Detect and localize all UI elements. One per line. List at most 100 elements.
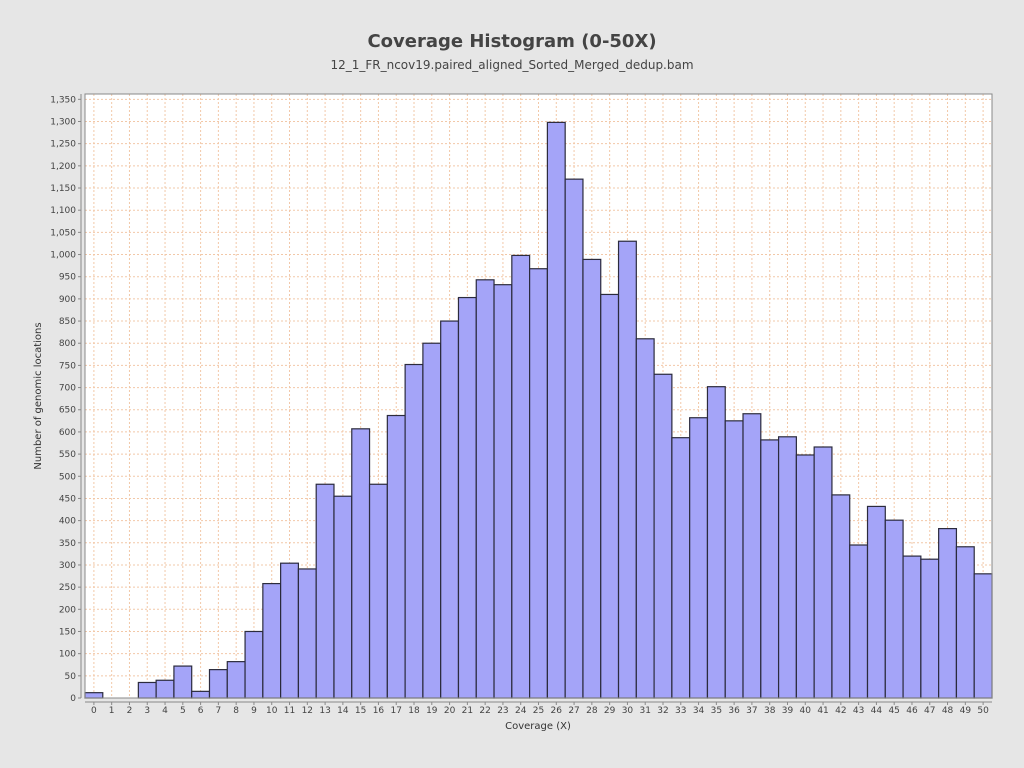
x-tick-label: 22	[479, 706, 490, 716]
y-tick-label: 0	[70, 694, 76, 704]
x-tick-label: 41	[817, 706, 828, 716]
y-tick-label: 150	[59, 627, 76, 637]
histogram-bar-29	[600, 293, 620, 699]
x-tick-label: 23	[497, 706, 508, 716]
histogram-bar-36	[724, 420, 744, 699]
histogram-bar-14	[333, 495, 353, 699]
y-tick-label: 800	[59, 339, 76, 349]
y-tick-label: 1,100	[50, 206, 76, 216]
x-tick-label: 21	[462, 706, 473, 716]
histogram-bar-40	[795, 454, 815, 699]
x-tick-label: 16	[373, 706, 385, 716]
x-tick-label: 49	[960, 706, 972, 716]
x-tick-label: 11	[284, 706, 295, 716]
x-tick-label: 4	[162, 706, 168, 716]
x-axis-label: Coverage (X)	[505, 721, 571, 732]
x-tick-label: 10	[266, 706, 278, 716]
y-axis-label: Number of genomic locations	[33, 322, 44, 469]
y-tick-label: 700	[59, 384, 76, 394]
y-tick-label: 400	[59, 517, 76, 527]
y-tick-label: 200	[59, 605, 76, 615]
histogram-bar-3	[137, 681, 157, 699]
y-tick-label: 600	[59, 428, 76, 438]
y-tick-label: 1,300	[50, 117, 76, 127]
histogram-bar-19	[422, 342, 442, 699]
histogram-bar-44	[866, 505, 886, 699]
histogram-bar-26	[546, 121, 566, 699]
histogram-bar-28	[582, 258, 602, 699]
x-tick-label: 15	[355, 706, 366, 716]
histogram-bar-0	[84, 692, 104, 699]
histogram-bar-39	[777, 436, 797, 699]
histogram-bar-8	[226, 661, 246, 699]
x-tick-label: 46	[906, 706, 918, 716]
x-tick-label: 24	[515, 706, 527, 716]
plot-border	[84, 93, 993, 699]
histogram-bar-13	[315, 483, 335, 699]
histogram-bar-17	[386, 414, 406, 699]
y-tick-label: 750	[59, 361, 76, 371]
histogram-bar-43	[849, 544, 869, 699]
histogram-bar-45	[884, 519, 904, 699]
x-tick-label: 3	[144, 706, 150, 716]
x-tick-label: 34	[693, 706, 705, 716]
histogram-bar-42	[831, 494, 851, 699]
y-tick-label: 850	[59, 317, 76, 327]
histogram-bar-9	[244, 630, 264, 699]
histogram-bar-33	[671, 437, 691, 699]
bars-layer	[84, 121, 993, 699]
x-tick-label: 20	[444, 706, 456, 716]
x-tick-label: 6	[198, 706, 204, 716]
y-tick-label: 900	[59, 295, 76, 305]
histogram-bar-12	[297, 568, 317, 699]
y-tick-label: 500	[59, 472, 76, 482]
histogram-bar-6	[191, 690, 211, 699]
x-tick-label: 28	[586, 706, 598, 716]
histogram-bar-25	[529, 268, 548, 699]
histogram-bar-21	[457, 296, 477, 699]
x-tick-label: 43	[853, 706, 864, 716]
x-tick-label: 18	[408, 706, 420, 716]
histogram-bar-30	[617, 240, 637, 699]
y-tick-label: 1,050	[50, 228, 76, 238]
histogram-bar-24	[511, 254, 531, 699]
y-tick-label: 250	[59, 583, 76, 593]
x-tick-label: 2	[127, 706, 133, 716]
x-tick-label: 38	[764, 706, 776, 716]
y-tick-label: 450	[59, 494, 76, 504]
histogram-bar-34	[689, 417, 709, 699]
y-tick-label: 650	[59, 406, 76, 416]
x-tick-label: 44	[871, 706, 883, 716]
x-tick-label: 37	[746, 706, 757, 716]
histogram-bar-18	[404, 363, 424, 699]
x-tick-label: 14	[337, 706, 349, 716]
histogram-bar-32	[653, 373, 673, 699]
x-tick-label: 32	[657, 706, 668, 716]
x-tick-label: 12	[302, 706, 313, 716]
x-tick-label: 8	[233, 706, 239, 716]
x-tick-label: 7	[216, 706, 222, 716]
y-tick-label: 950	[59, 273, 76, 283]
histogram-bar-37	[742, 413, 762, 699]
x-tick-label: 36	[728, 706, 740, 716]
x-tick-label: 9	[251, 706, 257, 716]
histogram-bar-48	[938, 527, 958, 699]
y-tick-label: 550	[59, 450, 76, 460]
x-tick-label: 35	[711, 706, 722, 716]
histogram-bar-38	[760, 439, 780, 699]
histogram-bar-22	[475, 279, 495, 699]
histogram-bar-50	[973, 573, 993, 699]
y-tick-label: 300	[59, 561, 76, 571]
x-axis-ticks: 0 1 2 3 4 5 6 7 8 9 10 11 12 13 14 15 16 17 18 19 20 21 22 23 24…	[91, 702, 989, 716]
x-tick-label: 31	[639, 706, 650, 716]
histogram-bar-15	[351, 428, 371, 699]
x-tick-label: 39	[782, 706, 794, 716]
x-tick-label: 1	[109, 706, 115, 716]
y-tick-label: 350	[59, 539, 76, 549]
histogram-bar-46	[902, 555, 922, 699]
y-tick-label: 1,250	[50, 140, 76, 150]
histogram-bar-5	[173, 665, 193, 699]
y-axis-ticks: 0 50 100 150 200 250 300 350 400 450 500 550 600 650 7…	[50, 95, 81, 704]
histogram-bar-49	[955, 546, 975, 699]
